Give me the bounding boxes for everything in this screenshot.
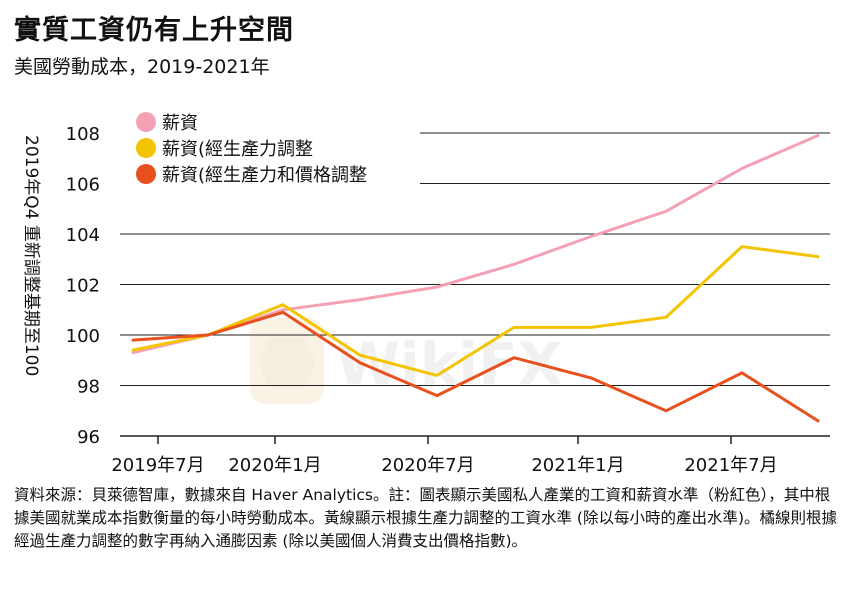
legend-label: 薪資(經生產力調整 bbox=[162, 139, 313, 160]
y-tick-label: 106 bbox=[66, 175, 100, 196]
y-tick-label: 96 bbox=[77, 427, 100, 448]
x-tick-label: 2021年1月 bbox=[531, 455, 624, 476]
x-tick-label: 2021年7月 bbox=[684, 455, 777, 476]
chart-title: 實質工資仍有上升空間 bbox=[14, 15, 294, 46]
y-tick-labels: 96 98 100 102 104 106 108 bbox=[66, 124, 100, 448]
legend-marker bbox=[136, 164, 156, 184]
series-line-3 bbox=[131, 310, 820, 423]
x-tick-label: 2019年7月 bbox=[111, 455, 204, 476]
y-tick-label: 100 bbox=[66, 326, 100, 347]
legend-label: 薪資(經生產力和價格調整 bbox=[162, 165, 367, 186]
legend-label: 薪資 bbox=[162, 113, 198, 134]
y-tick-label: 104 bbox=[66, 225, 100, 246]
chart-subtitle: 美國勞動成本，2019-2021年 bbox=[14, 56, 270, 78]
grid-lines bbox=[120, 132, 830, 386]
x-tick-label: 2020年7月 bbox=[381, 455, 474, 476]
x-tick-label: 2020年1月 bbox=[228, 455, 321, 476]
y-tick-label: 108 bbox=[66, 124, 100, 145]
footnote: 資料來源：貝萊德智庫，數據來自 Haver Analytics。註：圖表顯示美國… bbox=[14, 486, 838, 550]
legend-marker bbox=[136, 138, 156, 158]
watermark-text: WikiFX bbox=[336, 330, 563, 398]
legend-marker bbox=[136, 112, 156, 132]
series-line-2 bbox=[131, 245, 820, 377]
x-tick-labels: 2019年7月 2020年1月 2020年7月 2021年1月 2021年7月 bbox=[111, 455, 777, 476]
y-tick-label: 98 bbox=[77, 377, 100, 398]
y-axis-label: 2019年Q4 重新調整基期至100 bbox=[21, 135, 41, 376]
axes bbox=[120, 435, 830, 444]
line-chart: WikiFX 96 98 100 102 104 106 108 2019年7月 2020年1… bbox=[21, 112, 830, 476]
y-tick-label: 102 bbox=[66, 276, 100, 297]
watermark-logo: WikiFX bbox=[250, 318, 563, 404]
series-lines bbox=[131, 134, 820, 423]
